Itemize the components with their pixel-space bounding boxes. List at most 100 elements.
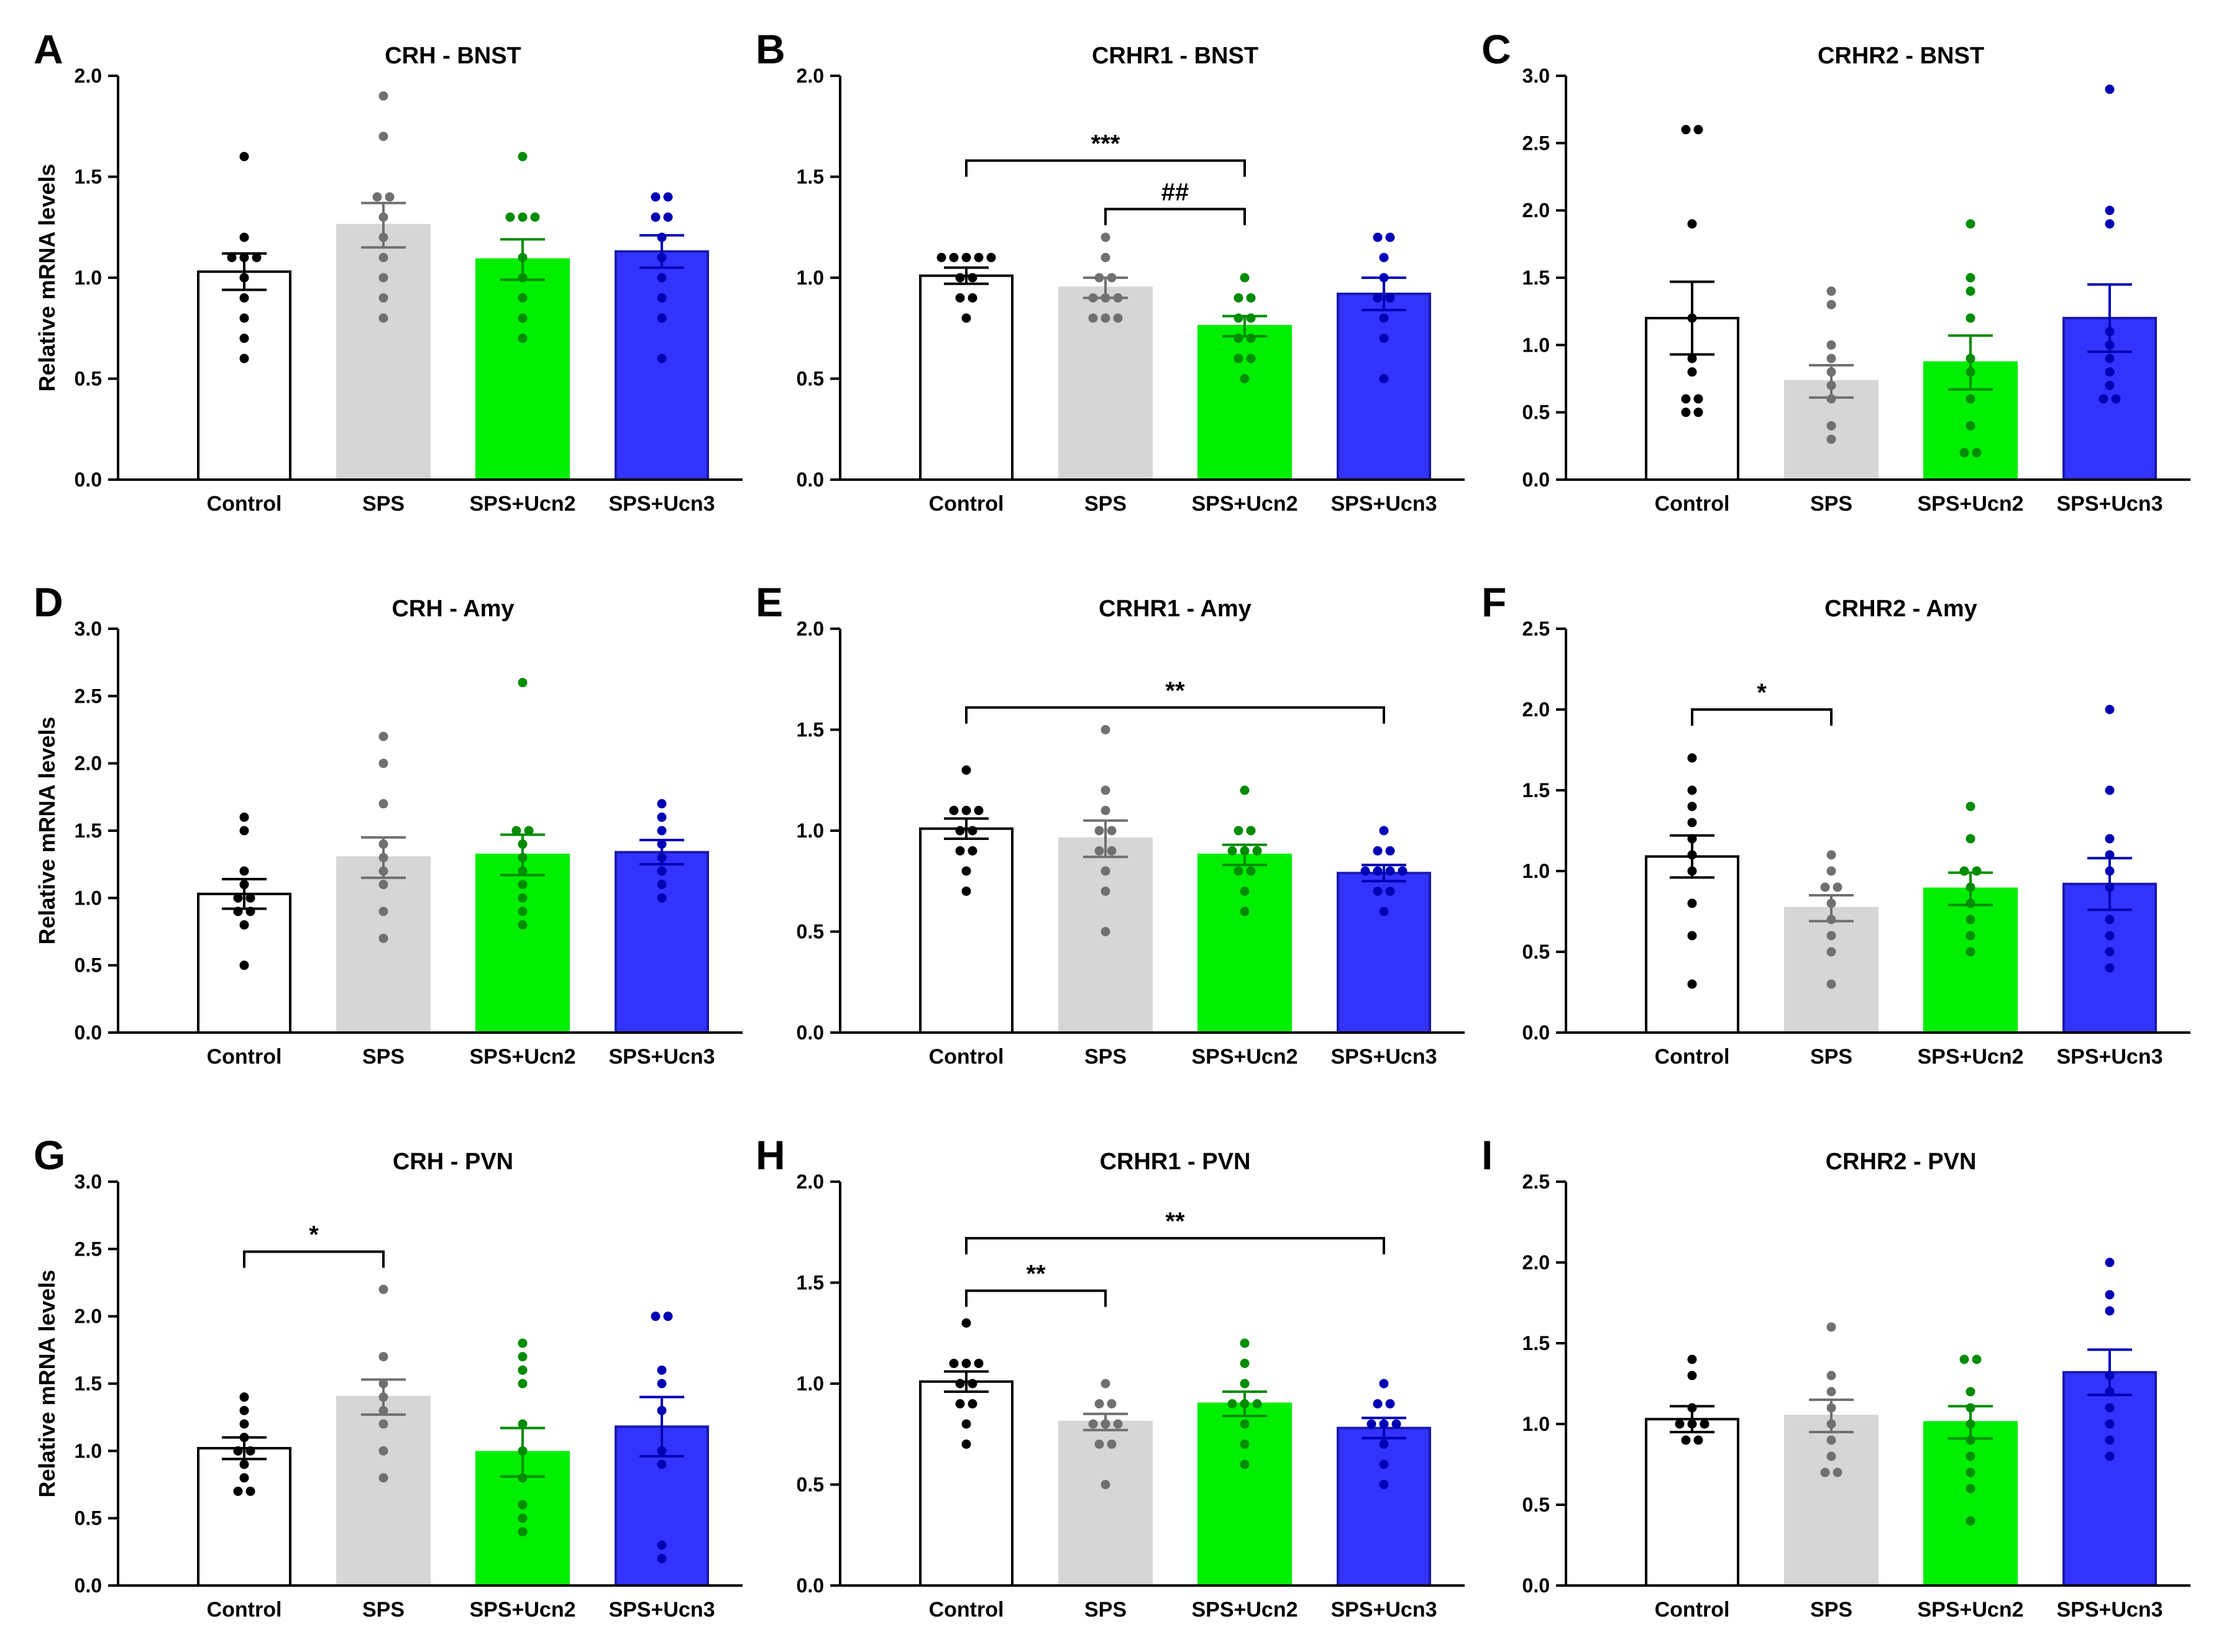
bar xyxy=(919,827,1014,1034)
data-point xyxy=(524,826,534,836)
data-point xyxy=(1234,293,1243,303)
data-point xyxy=(1681,408,1691,418)
data-point xyxy=(2105,354,2115,363)
data-point xyxy=(518,920,528,930)
significance-label: ** xyxy=(1165,1208,1185,1235)
data-point xyxy=(378,273,388,283)
data-point xyxy=(239,1392,249,1402)
data-point xyxy=(1966,1435,1975,1445)
data-point xyxy=(518,1379,528,1389)
data-point xyxy=(657,880,667,890)
chart-title: CRHR1 - Amy xyxy=(1099,596,1252,622)
data-point xyxy=(1252,1399,1262,1408)
data-point xyxy=(1246,313,1256,323)
data-point xyxy=(1101,806,1110,815)
data-point xyxy=(1966,1387,1975,1397)
data-point xyxy=(1379,1459,1389,1469)
y-tick-label: 1.0 xyxy=(1522,1413,1550,1435)
y-tick-label: 2.5 xyxy=(75,1238,102,1260)
data-point xyxy=(663,1312,673,1321)
y-tick-label: 1.5 xyxy=(797,1272,824,1294)
data-point xyxy=(1966,421,1975,431)
data-point xyxy=(518,1446,528,1456)
data-point xyxy=(1826,850,1836,860)
data-point xyxy=(1240,846,1250,856)
data-point xyxy=(1826,1451,1836,1461)
data-point xyxy=(378,232,388,242)
data-point xyxy=(1681,394,1691,404)
data-point xyxy=(1240,1440,1250,1449)
data-point xyxy=(245,906,255,916)
data-point xyxy=(1113,293,1123,303)
x-category-label: SPS+Ucn3 xyxy=(2056,1045,2163,1069)
data-point xyxy=(1675,1419,1685,1429)
data-point xyxy=(955,846,965,856)
data-point xyxy=(1826,299,1836,309)
data-point xyxy=(1240,1338,1250,1348)
data-point xyxy=(1687,367,1697,377)
data-point xyxy=(1693,125,1703,135)
data-point xyxy=(1088,293,1098,303)
y-tick-label: 2.0 xyxy=(797,618,824,640)
panel-letter: E xyxy=(756,579,783,625)
data-point xyxy=(1385,232,1395,242)
data-point xyxy=(1826,866,1836,876)
data-point xyxy=(2105,834,2115,844)
chart-title: CRHR1 - BNST xyxy=(1092,43,1258,69)
data-point xyxy=(1379,374,1389,383)
data-point xyxy=(1088,313,1098,323)
data-point xyxy=(1966,394,1975,404)
data-point xyxy=(239,1473,249,1483)
data-point xyxy=(1094,273,1104,283)
data-point xyxy=(1240,1459,1250,1469)
data-point xyxy=(1687,850,1697,860)
data-point xyxy=(955,273,965,283)
x-category-label: SPS xyxy=(1810,1045,1852,1069)
data-point xyxy=(1693,394,1703,404)
data-point xyxy=(1826,367,1836,377)
data-point xyxy=(657,1446,667,1456)
data-point xyxy=(378,1473,388,1483)
data-point xyxy=(1094,1440,1104,1449)
data-point xyxy=(961,866,971,876)
data-point xyxy=(1360,866,1370,876)
data-point xyxy=(1373,293,1383,303)
data-point xyxy=(2105,367,2115,377)
data-point xyxy=(1959,866,1969,876)
data-point xyxy=(378,731,388,741)
data-point xyxy=(1101,866,1110,876)
data-point xyxy=(378,1392,388,1402)
x-category-label: SPS+Ucn2 xyxy=(1917,1045,2023,1069)
data-point xyxy=(1687,931,1697,941)
y-tick-label: 0.5 xyxy=(75,368,102,390)
data-point xyxy=(1826,947,1836,957)
y-tick-label: 0.5 xyxy=(75,1507,102,1530)
x-category-label: SPS+Ucn3 xyxy=(1330,1598,1437,1622)
data-point xyxy=(1240,785,1250,795)
data-point xyxy=(657,313,667,323)
y-tick-label: 1.0 xyxy=(797,1372,824,1395)
data-point xyxy=(1107,846,1117,856)
data-point xyxy=(1826,1403,1836,1413)
data-point xyxy=(518,839,528,849)
data-point xyxy=(1385,866,1395,876)
y-tick-label: 3.0 xyxy=(1522,65,1550,87)
data-point xyxy=(1972,866,1982,876)
data-point xyxy=(2105,380,2115,390)
data-point xyxy=(1234,826,1243,836)
data-point xyxy=(968,1399,977,1408)
panel-i: I CRHR2 - PVN 0.0 0.5 1.0 1.5 2.0 2.5 Control SPS… xyxy=(1481,1132,2190,1622)
data-point xyxy=(239,920,249,930)
x-category-label: SPS+Ucn3 xyxy=(2056,492,2163,516)
data-point xyxy=(663,192,673,202)
data-point xyxy=(961,1359,971,1368)
data-point xyxy=(239,1433,249,1443)
data-point xyxy=(2105,1403,2115,1413)
data-point xyxy=(378,1284,388,1294)
data-point xyxy=(518,866,528,876)
data-point xyxy=(1101,293,1110,303)
data-point xyxy=(1240,1419,1250,1429)
chart-title: CRH - PVN xyxy=(393,1149,513,1175)
data-point xyxy=(233,906,243,916)
data-point xyxy=(245,1446,255,1456)
